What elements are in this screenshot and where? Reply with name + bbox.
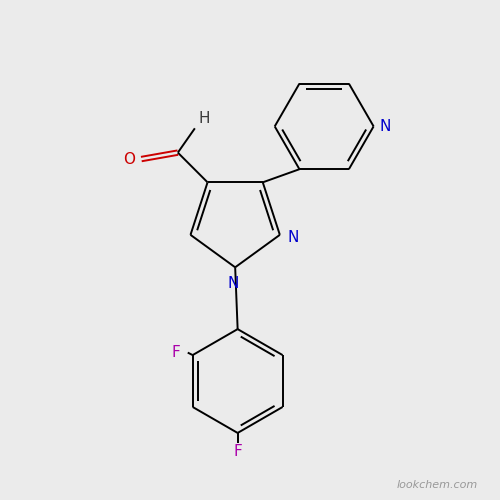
Text: F: F <box>172 345 180 360</box>
Text: N: N <box>227 276 238 291</box>
Text: H: H <box>199 111 210 126</box>
Text: lookchem.com: lookchem.com <box>396 480 477 490</box>
Text: N: N <box>288 230 299 245</box>
Text: F: F <box>234 444 242 459</box>
Text: O: O <box>124 152 136 166</box>
Text: N: N <box>380 119 391 134</box>
